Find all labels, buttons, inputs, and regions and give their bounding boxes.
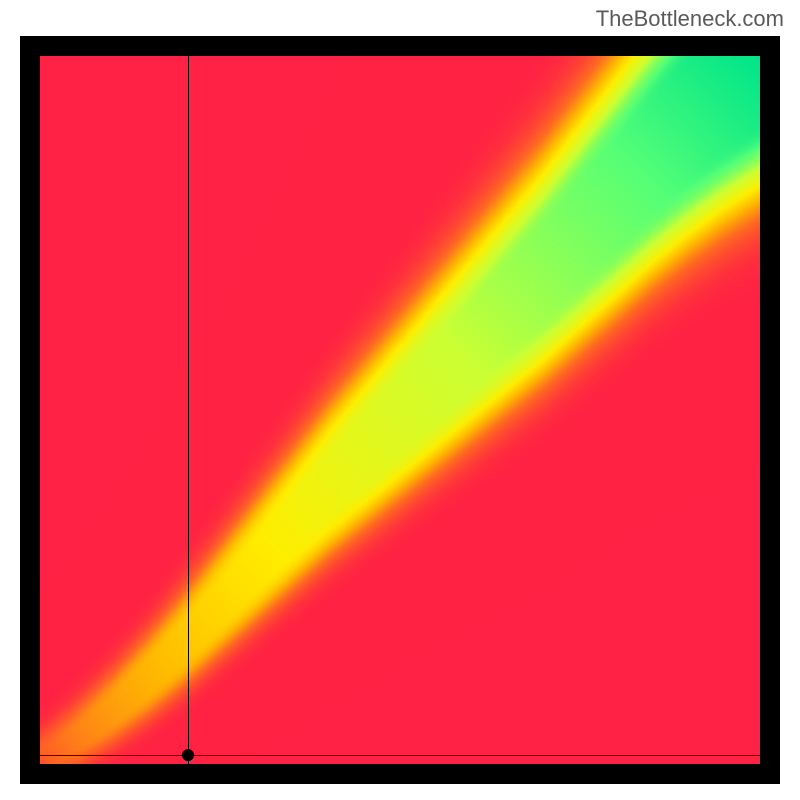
chart-frame — [20, 36, 780, 784]
watermark-text: TheBottleneck.com — [596, 6, 784, 32]
heatmap-canvas — [40, 56, 760, 764]
heatmap-plot — [40, 56, 760, 764]
